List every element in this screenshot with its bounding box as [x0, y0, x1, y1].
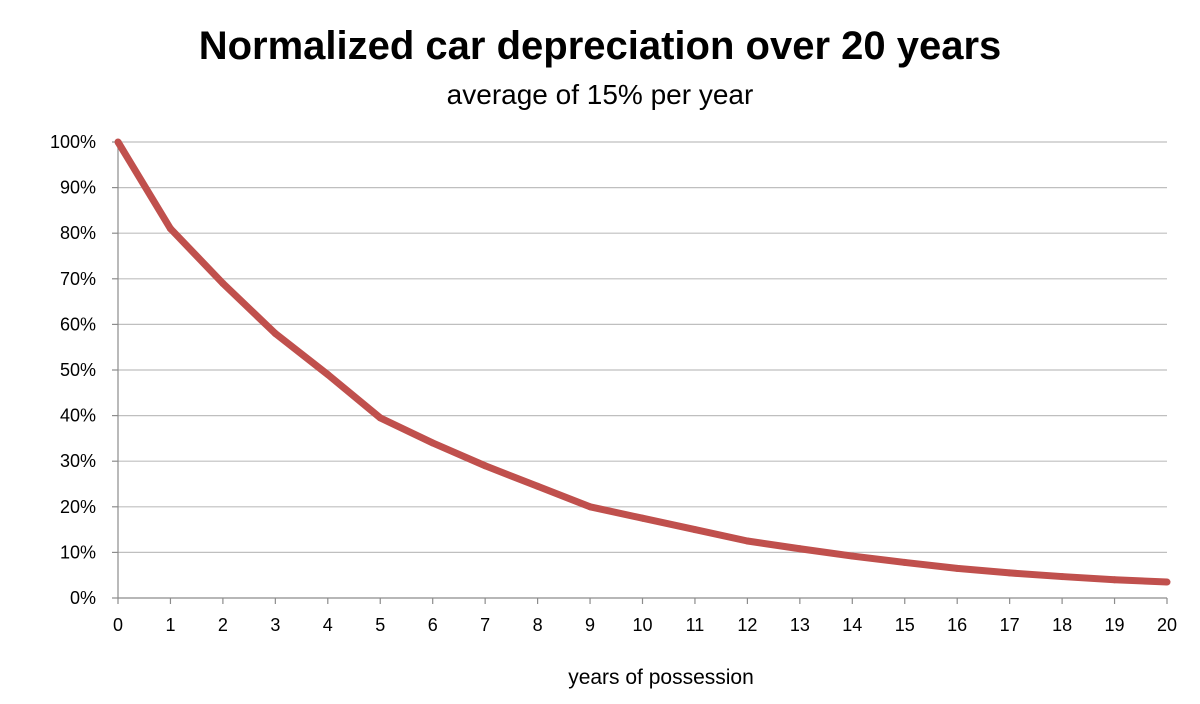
y-tick-label: 0%: [70, 588, 96, 608]
x-tick-label: 3: [270, 615, 280, 635]
chart-subtitle: average of 15% per year: [446, 79, 754, 110]
data-point: [481, 462, 489, 470]
data-point: [219, 279, 227, 287]
data-point: [586, 503, 594, 511]
data-point: [1111, 576, 1119, 584]
x-tick-label: 1: [165, 615, 175, 635]
x-tick-label: 12: [737, 615, 757, 635]
x-tick-label: 0: [113, 615, 123, 635]
x-tick-label: 2: [218, 615, 228, 635]
x-tick-label: 19: [1105, 615, 1125, 635]
data-point: [796, 545, 804, 553]
data-point: [848, 552, 856, 560]
chart-title: Normalized car depreciation over 20 year…: [198, 24, 1002, 68]
data-point: [1006, 569, 1014, 577]
x-tick-label: 5: [375, 615, 385, 635]
data-point: [534, 482, 542, 490]
y-tick-label: 10%: [60, 542, 96, 562]
data-point: [639, 514, 646, 522]
data-point: [166, 225, 174, 233]
y-tick-label: 40%: [60, 406, 96, 426]
y-tick-label: 20%: [60, 497, 96, 517]
data-point: [324, 371, 332, 379]
x-tick-label: 6: [428, 615, 438, 635]
x-tick-label: 14: [842, 615, 862, 635]
x-tick-label: 7: [480, 615, 490, 635]
data-point: [1058, 573, 1066, 581]
axes: [112, 141, 1168, 604]
data-point: [114, 138, 122, 146]
x-tick-label: 17: [1000, 615, 1020, 635]
x-tick-label: 10: [632, 615, 652, 635]
y-tick-label: 90%: [60, 178, 96, 198]
y-tick-label: 30%: [60, 451, 96, 471]
data-point: [376, 414, 384, 422]
gridlines: [118, 141, 1167, 554]
x-axis-title: years of possession: [568, 666, 754, 689]
y-tick-label: 70%: [60, 269, 96, 289]
x-tick-label: 13: [790, 615, 810, 635]
y-tick-label: 80%: [60, 223, 96, 243]
x-tick-label: 8: [533, 615, 543, 635]
data-point: [271, 330, 279, 338]
y-tick-label: 60%: [60, 314, 96, 334]
x-tick-label: 18: [1052, 615, 1072, 635]
y-tick-label: 50%: [60, 360, 96, 380]
tick-labels: 0%10%20%30%40%50%60%70%80%90%100%0 1 2 3 4 5 6…: [50, 132, 1177, 635]
x-tick-label: 11: [686, 615, 705, 635]
x-tick-label: 9: [585, 615, 595, 635]
data-point: [1163, 578, 1171, 586]
data-point: [429, 439, 437, 447]
x-tick-label: 16: [947, 615, 967, 635]
y-tick-label: 100%: [50, 132, 96, 152]
data-point: [743, 537, 751, 545]
data-point: [901, 558, 909, 566]
x-tick-label: 20: [1157, 615, 1177, 635]
series-layer: [114, 138, 1171, 586]
x-tick-label: 15: [895, 615, 915, 635]
x-tick-label: 4: [323, 615, 333, 635]
data-point: [691, 526, 699, 534]
data-point: [953, 564, 961, 572]
